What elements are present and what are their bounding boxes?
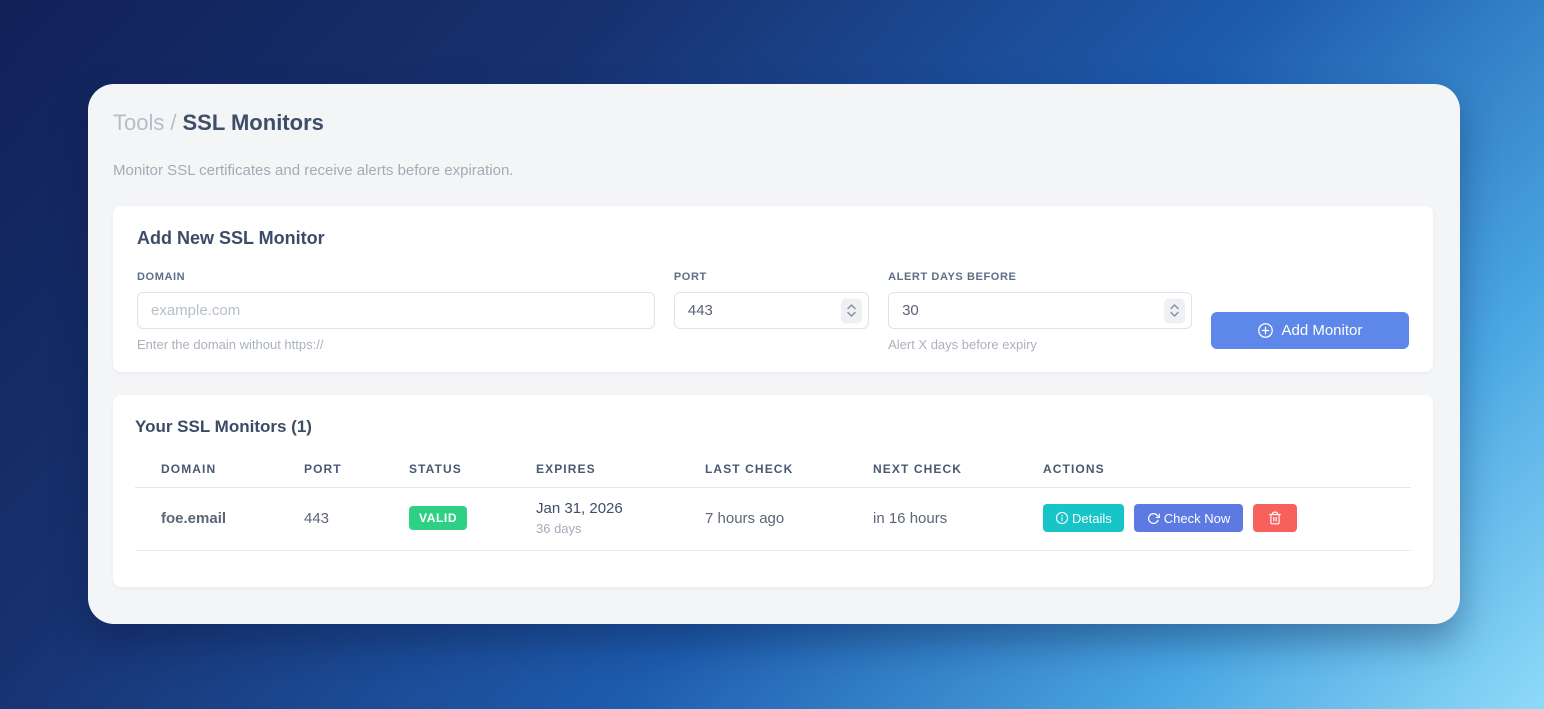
monitors-title: Your SSL Monitors (1) [135, 417, 312, 437]
alert-days-stepper[interactable] [1163, 298, 1185, 324]
details-button-label: Details [1072, 510, 1112, 526]
alert-days-input[interactable] [888, 292, 1192, 330]
status-badge: VALID [409, 506, 468, 531]
monitors-panel: Your SSL Monitors (1) DOMAIN PORT STATUS… [113, 395, 1433, 588]
chevron-down-icon [847, 312, 856, 318]
column-header-next-check: NEXT CHECK [847, 454, 1017, 489]
port-label: PORT [673, 271, 707, 284]
alert-days-field-group: ALERT DAYS BEFORE Alert X days before ex… [888, 271, 1192, 352]
details-button[interactable]: Details [1043, 504, 1124, 533]
table-header-row: DOMAIN PORT STATUS EXPIRES LAST CHECK NE… [135, 454, 1411, 489]
check-now-button-label: Check Now [1163, 510, 1231, 526]
chevron-up-icon [1170, 304, 1179, 310]
alert-days-label: ALERT DAYS BEFORE [888, 271, 1017, 284]
add-monitor-form: DOMAIN Enter the domain without https://… [137, 271, 1410, 352]
breadcrumb-section[interactable]: Tools [113, 110, 165, 135]
column-header-expires: EXPIRES [510, 454, 679, 489]
breadcrumb-separator: / [170, 110, 177, 135]
alert-days-helper-text: Alert X days before expiry [888, 337, 1037, 353]
port-input[interactable] [673, 292, 870, 330]
trash-icon [1269, 511, 1282, 525]
page-subtitle: Monitor SSL certificates and receive ale… [113, 162, 514, 180]
refresh-icon [1147, 512, 1160, 524]
domain-field-group: DOMAIN Enter the domain without https:// [137, 271, 655, 352]
domain-helper-text: Enter the domain without https:// [137, 337, 324, 353]
column-header-status: STATUS [383, 454, 510, 489]
domain-label: DOMAIN [137, 271, 186, 284]
add-monitor-button-label: Add Monitor [1281, 322, 1363, 340]
next-check-time: in 16 hours [847, 487, 1017, 552]
monitor-port: 443 [278, 487, 383, 552]
page-title: SSL Monitors [182, 110, 324, 135]
expires-date: Jan 31, 2026 [536, 500, 623, 518]
plus-circle-icon [1258, 323, 1274, 339]
port-field-group: PORT [673, 271, 870, 352]
add-monitor-button[interactable]: Add Monitor [1210, 312, 1410, 350]
table-row: foe.email 443 VALID Jan 31, 2026 36 days… [135, 487, 1411, 552]
column-header-actions: ACTIONS [1017, 454, 1411, 489]
port-stepper[interactable] [841, 298, 863, 324]
domain-input[interactable] [137, 292, 655, 330]
column-header-domain: DOMAIN [135, 454, 278, 489]
add-monitor-panel: Add New SSL Monitor DOMAIN Enter the dom… [113, 206, 1433, 373]
last-check-time: 7 hours ago [679, 487, 847, 552]
chevron-up-icon [847, 304, 856, 310]
monitors-table: DOMAIN PORT STATUS EXPIRES LAST CHECK NE… [135, 454, 1411, 552]
info-circle-icon [1055, 512, 1069, 525]
column-header-port: PORT [278, 454, 383, 489]
breadcrumb: Tools / SSL Monitors [113, 110, 1433, 136]
delete-button[interactable] [1253, 504, 1298, 533]
chevron-down-icon [1170, 312, 1179, 318]
monitor-domain: foe.email [135, 487, 278, 552]
row-actions: Details Check Now [1043, 504, 1403, 533]
expires-days-remaining: 36 days [536, 521, 582, 537]
check-now-button[interactable]: Check Now [1133, 504, 1244, 533]
page-card: Tools / SSL Monitors Monitor SSL certifica… [88, 84, 1460, 624]
add-monitor-title: Add New SSL Monitor [137, 228, 325, 249]
column-header-last-check: LAST CHECK [679, 454, 847, 489]
